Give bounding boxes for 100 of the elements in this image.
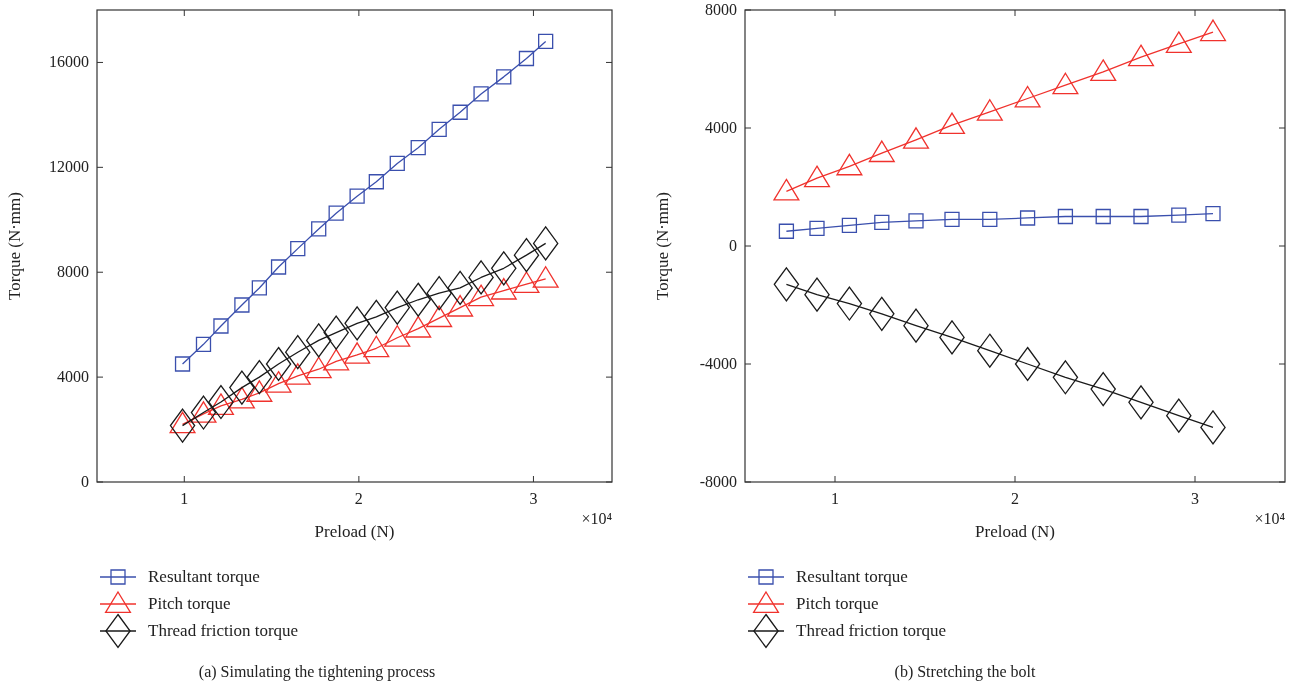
point [1052, 360, 1079, 395]
point [384, 325, 411, 347]
text: (b) Stretching the bolt [894, 663, 1036, 681]
point [229, 370, 255, 405]
point [836, 153, 863, 176]
point [290, 240, 306, 257]
y-tick-label: -8000 [699, 473, 737, 490]
point [532, 266, 559, 288]
point [190, 395, 217, 430]
point [246, 359, 273, 395]
point [169, 408, 196, 443]
point [538, 33, 554, 50]
point [773, 178, 800, 201]
point [1095, 208, 1111, 225]
point [405, 282, 431, 317]
point [447, 270, 473, 306]
legend-label: Resultant torque [796, 567, 908, 586]
legend-label: Thread friction torque [148, 621, 299, 640]
point [368, 174, 384, 190]
text: ×10⁴ [581, 510, 613, 527]
point [938, 112, 966, 135]
point [228, 386, 255, 409]
point [349, 188, 365, 204]
point [452, 104, 468, 120]
y-tick-label: 0 [81, 473, 89, 490]
point [1165, 31, 1192, 53]
y-tick-label: 4000 [57, 368, 89, 386]
point [208, 384, 234, 420]
point [384, 290, 411, 325]
x-tick-label: 1 [180, 490, 189, 507]
point [468, 284, 495, 307]
point [1057, 208, 1074, 225]
point [809, 220, 825, 236]
point [1014, 85, 1041, 108]
x-tick-label: 3 [1191, 490, 1199, 507]
x-tick-label: 2 [1011, 490, 1019, 507]
point [496, 69, 512, 85]
point [1199, 19, 1227, 42]
text: ×10⁴ [1254, 510, 1286, 527]
point [190, 401, 217, 423]
point [836, 286, 863, 321]
point [1128, 385, 1154, 420]
point [305, 323, 332, 358]
point [234, 297, 250, 313]
point [389, 155, 405, 172]
y-axis-title: Torque (N·mm) [653, 192, 672, 300]
point [976, 99, 1003, 121]
point [1014, 346, 1041, 382]
y-tick-label: 8000 [57, 263, 89, 281]
point [1171, 207, 1187, 223]
point [803, 165, 831, 188]
point [285, 335, 311, 370]
point [869, 296, 895, 331]
point [328, 205, 344, 221]
y-tick-label: 4000 [705, 119, 737, 136]
point [902, 127, 930, 149]
point [977, 333, 1003, 368]
point [405, 315, 432, 338]
y-tick-label: 0 [729, 237, 737, 254]
point [265, 371, 292, 393]
point [1019, 210, 1036, 226]
text: (a) Simulating the tightening process [198, 663, 436, 681]
point [1200, 410, 1226, 445]
point [1090, 59, 1117, 81]
point [1127, 44, 1155, 67]
point [363, 299, 390, 334]
point [431, 121, 447, 137]
point [323, 348, 350, 371]
point [447, 294, 474, 317]
point [491, 251, 517, 286]
point [513, 271, 540, 294]
point [1205, 205, 1221, 222]
legend-label: Pitch torque [148, 594, 231, 613]
y-axis-title: Torque (N·mm) [5, 192, 24, 300]
point [363, 335, 390, 358]
point [305, 356, 332, 379]
point [265, 346, 292, 382]
point [311, 221, 327, 237]
point [518, 50, 535, 67]
point [270, 259, 287, 275]
y-tick-label: 16000 [49, 53, 89, 71]
point [939, 320, 965, 355]
point [841, 217, 858, 233]
point [1166, 398, 1192, 433]
point [1052, 72, 1079, 95]
point [410, 140, 426, 156]
point [344, 342, 371, 364]
legend-label: Thread friction torque [796, 621, 947, 640]
point [169, 411, 196, 434]
point [207, 393, 234, 416]
point [903, 308, 929, 343]
y-tick-label: 8000 [705, 1, 737, 18]
x-axis-title: Preload (N) [314, 522, 395, 541]
point [804, 277, 830, 312]
point [174, 356, 191, 372]
y-tick-label: -4000 [699, 355, 737, 372]
point [323, 315, 349, 350]
x-axis-title: Preload (N) [975, 522, 1055, 541]
legend-label: Resultant torque [148, 567, 260, 586]
point [490, 277, 517, 300]
